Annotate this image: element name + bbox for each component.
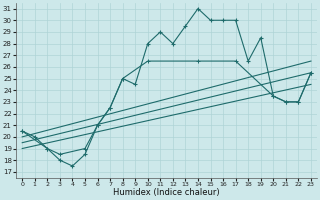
X-axis label: Humidex (Indice chaleur): Humidex (Indice chaleur) bbox=[113, 188, 220, 197]
